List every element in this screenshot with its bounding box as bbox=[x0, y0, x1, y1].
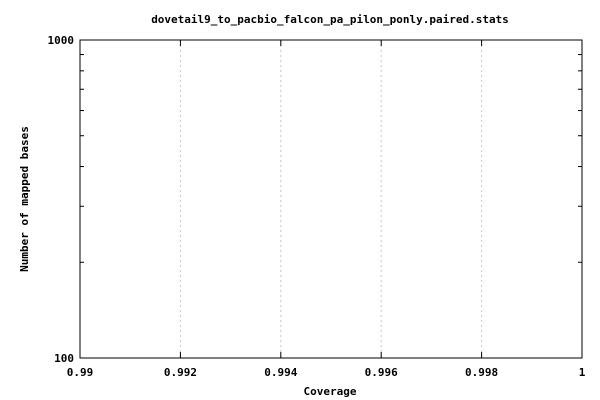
x-tick-label: 0.996 bbox=[365, 366, 398, 379]
x-tick-labels: 0.99 0.992 0.994 0.996 0.998 1 bbox=[67, 366, 586, 379]
x-tick-label: 0.992 bbox=[164, 366, 197, 379]
chart-title: dovetail9_to_pacbio_falcon_pa_pilon_ponl… bbox=[151, 13, 509, 26]
y-tick-label: 100 bbox=[54, 352, 74, 365]
tick-layer bbox=[79, 39, 583, 359]
x-tick-label: 0.99 bbox=[67, 366, 94, 379]
grid-layer bbox=[179, 40, 483, 358]
y-tick-label: 1000 bbox=[48, 34, 75, 47]
x-tick-label: 0.994 bbox=[264, 366, 297, 379]
y-tick-labels: 100 1000 bbox=[48, 34, 75, 365]
x-tick-label: 1 bbox=[579, 366, 586, 379]
plot-frame bbox=[79, 39, 583, 359]
x-axis-label: Coverage bbox=[304, 385, 357, 398]
x-tick-label: 0.998 bbox=[465, 366, 498, 379]
y-axis-label: Number of mapped bases bbox=[18, 126, 31, 272]
